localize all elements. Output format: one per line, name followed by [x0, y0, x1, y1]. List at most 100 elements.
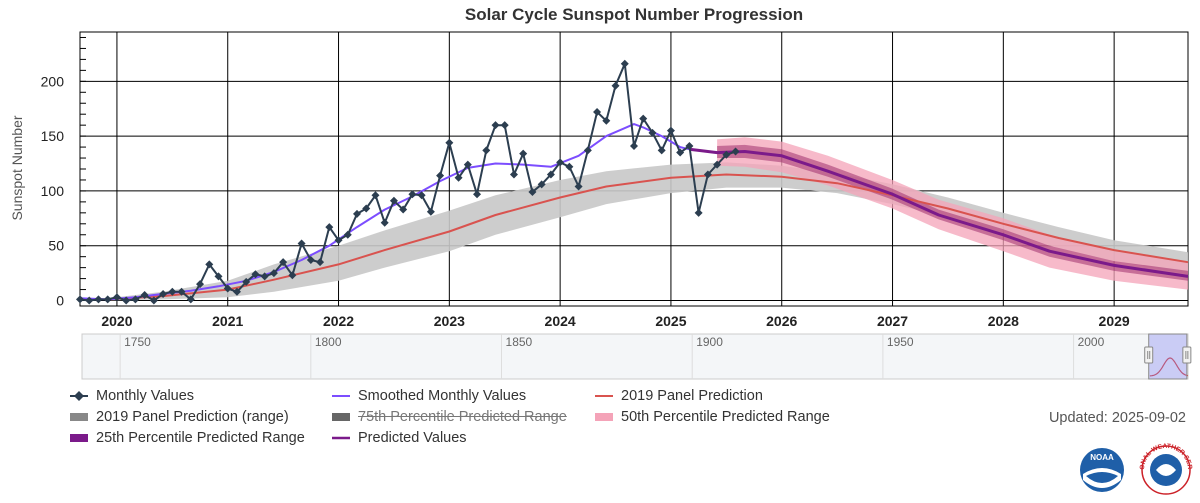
updated-timestamp: Updated: 2025-09-02 — [1048, 410, 1186, 426]
monthly-value-point — [593, 108, 602, 117]
monthly-value-point — [76, 295, 84, 304]
monthly-value-point — [546, 170, 555, 179]
y-tick-label: 150 — [41, 128, 65, 144]
svg-text:NOAA: NOAA — [1090, 453, 1114, 462]
monthly-value-point — [537, 180, 546, 189]
x-tick-label: 2022 — [323, 313, 354, 329]
navigator-tick-label: 1900 — [696, 335, 723, 349]
monthly-value-point — [473, 190, 482, 199]
navigator-window — [1148, 333, 1188, 380]
legend-item-2019-panel-prediction-range[interactable]: 2019 Panel Prediction (range) — [70, 409, 289, 425]
monthly-value-point — [500, 121, 509, 130]
monthly-value-point — [122, 296, 131, 305]
logos: NOAA NATIONAL WEATHER SERVICE — [1078, 440, 1193, 495]
line-swatch-icon — [332, 436, 350, 440]
monthly-value-point — [103, 295, 112, 304]
legend-item-50th-percentile-range[interactable]: 50th Percentile Predicted Range — [595, 409, 830, 425]
monthly-value-point — [279, 258, 288, 267]
navigator-handle-left[interactable] — [1144, 346, 1154, 364]
noaa-logo-icon: NOAA — [1080, 448, 1124, 492]
monthly-value-point — [482, 146, 491, 155]
y-tick-label: 200 — [41, 73, 65, 89]
y-axis-label: Sunspot Number — [9, 115, 25, 220]
x-tick-label: 2027 — [877, 313, 908, 329]
legend-label: Predicted Values — [358, 430, 467, 446]
monthly-value-point — [371, 191, 380, 200]
monthly-value-point — [445, 138, 454, 147]
monthly-value-point — [630, 141, 638, 150]
monthly-value-point — [232, 287, 241, 296]
navigator-tick-label: 1800 — [315, 335, 342, 349]
percentile-25-band — [717, 144, 1188, 281]
monthly-value-point — [159, 289, 168, 298]
monthly-value-point — [509, 170, 518, 179]
x-tick-label: 2020 — [101, 313, 132, 329]
legend-item-predicted-values[interactable]: Predicted Values — [332, 430, 467, 446]
legend-item-75th-percentile-range[interactable]: 75th Percentile Predicted Range — [332, 409, 567, 425]
monthly-value-point — [676, 148, 685, 157]
navigator-frame — [81, 333, 1189, 380]
monthly-value-point — [205, 260, 214, 269]
monthly-value-point — [316, 258, 325, 267]
monthly-value-point — [399, 205, 408, 214]
legend-label: 2019 Panel Prediction (range) — [96, 409, 289, 425]
monthly-value-point — [223, 284, 232, 293]
line-swatch-icon — [595, 395, 613, 397]
monthly-value-point — [491, 121, 500, 130]
legend-label: 50th Percentile Predicted Range — [621, 409, 830, 425]
monthly-value-point — [528, 188, 537, 197]
monthly-value-point — [343, 230, 352, 239]
monthly-value-point — [353, 209, 361, 218]
monthly-value-point — [436, 171, 445, 180]
monthly-value-point — [666, 126, 675, 135]
navigator-handle-right[interactable] — [1182, 346, 1192, 364]
x-tick-label: 2025 — [655, 313, 686, 329]
y-tick-label: 0 — [56, 293, 64, 309]
monthly-value-point — [685, 141, 694, 150]
legend-item-25th-percentile-range[interactable]: 25th Percentile Predicted Range — [70, 430, 305, 446]
monthly-value-point — [251, 270, 260, 279]
monthly-value-point — [556, 158, 565, 167]
navigator-tick-label: 1950 — [887, 335, 914, 349]
monthly-value-point — [731, 147, 740, 156]
x-tick-label: 2028 — [988, 313, 1019, 329]
legend-item-2019-panel-prediction[interactable]: 2019 Panel Prediction — [595, 388, 763, 404]
monthly-value-point — [574, 182, 583, 191]
line-swatch-icon — [332, 395, 350, 397]
monthly-value-point — [408, 190, 417, 199]
area-swatch-icon — [70, 413, 88, 421]
x-tick-label: 2029 — [1099, 313, 1130, 329]
monthly-value-point — [196, 280, 205, 289]
monthly-value-point — [703, 170, 712, 179]
monthly-value-point — [85, 296, 94, 305]
diamond-marker-icon — [70, 391, 88, 401]
chart-title: Solar Cycle Sunspot Number Progression — [465, 5, 803, 24]
monthly-value-point — [389, 196, 398, 205]
legend-label: 25th Percentile Predicted Range — [96, 430, 305, 446]
legend-label: 2019 Panel Prediction — [621, 388, 763, 404]
navigator-tick-label: 1750 — [124, 335, 151, 349]
monthly-value-point — [325, 223, 334, 232]
monthly-value-point — [362, 204, 371, 213]
legend-label: 75th Percentile Predicted Range — [358, 409, 567, 425]
area-swatch-icon — [70, 434, 88, 442]
navigator[interactable]: 1750 1800 1850 1900 1950 2000 — [81, 333, 1192, 380]
legend-item-smoothed-monthly-values[interactable]: Smoothed Monthly Values — [332, 388, 526, 404]
monthly-value-point — [140, 291, 149, 300]
area-swatch-icon — [595, 413, 613, 421]
monthly-value-point — [94, 295, 103, 304]
monthly-value-point — [620, 59, 629, 68]
monthly-value-point — [722, 150, 731, 159]
legend-item-monthly-values[interactable]: Monthly Values — [70, 388, 194, 404]
monthly-value-point — [242, 277, 251, 286]
navigator-tick-label: 2000 — [1078, 335, 1105, 349]
monthly-value-point — [657, 146, 666, 155]
monthly-value-point — [519, 149, 528, 158]
monthly-value-point — [269, 269, 278, 278]
monthly-value-point — [306, 255, 315, 264]
x-tick-label: 2023 — [434, 313, 465, 329]
panel-prediction-line — [107, 173, 1189, 301]
x-tick-label: 2021 — [212, 313, 243, 329]
monthly-value-point — [168, 287, 177, 296]
